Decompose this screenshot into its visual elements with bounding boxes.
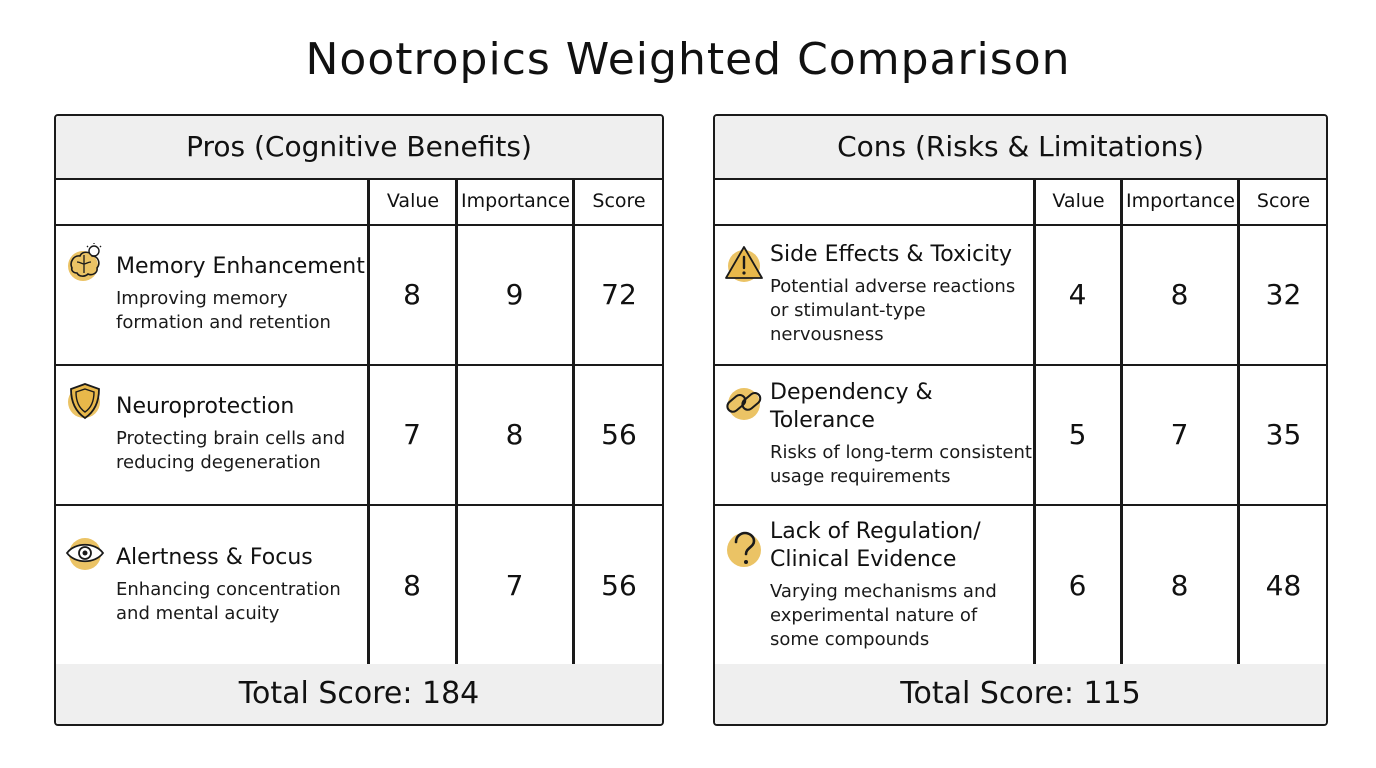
item-title: Side Effects & Toxicity — [770, 242, 1012, 267]
item-title: Alertness & Focus — [116, 545, 313, 570]
score-cell: 35 — [1265, 417, 1302, 451]
chain-link-icon — [726, 388, 762, 420]
pros-column-headers: Value Importance Score — [56, 178, 662, 226]
importance-cell: 8 — [1170, 277, 1189, 311]
pros-panel-header: Pros (Cognitive Benefits) — [56, 116, 662, 180]
table-row: Alertness & Focus Enhancing concentratio… — [56, 504, 662, 668]
importance-cell: 7 — [505, 568, 524, 602]
value-column-header: Value — [1052, 190, 1105, 212]
divider — [367, 178, 370, 666]
description-line: Protecting brain cells and — [116, 428, 346, 449]
description-line: Improving memory — [116, 288, 288, 309]
cons-panel: Cons (Risks & Limitations) Value Importa… — [713, 114, 1328, 726]
table-row: Neuroprotection Protecting brain cells a… — [56, 364, 662, 506]
pros-item: Neuroprotection Protecting brain cells a… — [56, 364, 367, 504]
item-description: Potential adverse reactions or stimulant… — [770, 275, 1033, 347]
eye-icon — [65, 538, 105, 570]
value-column-header: Value — [386, 190, 440, 212]
item-title: Lack of Regulation/ Clinical Evidence — [770, 518, 1033, 574]
page-title: Nootropics Weighted Comparison — [305, 34, 1071, 85]
item-title: Neuroprotection — [116, 394, 295, 419]
score-cell: 32 — [1265, 277, 1302, 311]
description-line: formation and retention — [116, 312, 331, 333]
cons-total-score: Total Score: 115 — [715, 664, 1326, 724]
item-description: Protecting brain cells and reducing dege… — [116, 427, 367, 475]
table-row: Memory Enhancement Improving memory form… — [56, 224, 662, 366]
pros-total-score: Total Score: 184 — [56, 664, 662, 724]
item-title: Memory Enhancement — [116, 254, 365, 279]
cons-item: Lack of Regulation/ Clinical Evidence Va… — [715, 504, 1033, 666]
title-line: Clinical Evidence — [770, 547, 957, 572]
item-description: Risks of long-term consistent usage requ… — [770, 441, 1033, 489]
question-mark-icon — [727, 531, 761, 567]
description-line: nervousness — [770, 324, 884, 345]
divider — [1237, 178, 1240, 666]
description-line: Enhancing concentration — [116, 579, 341, 600]
score-cell: 56 — [601, 568, 637, 602]
divider — [455, 178, 458, 666]
description-line: Varying mechanisms and — [770, 581, 997, 602]
score-cell: 72 — [601, 277, 637, 311]
pros-item: Memory Enhancement Improving memory form… — [56, 224, 367, 364]
value-cell: 6 — [1068, 568, 1087, 602]
table-row: Lack of Regulation/ Clinical Evidence Va… — [715, 504, 1326, 668]
shield-icon — [68, 383, 100, 420]
score-cell: 56 — [601, 417, 637, 451]
cons-item: Side Effects & Toxicity Potential advers… — [715, 224, 1033, 364]
importance-column-header: Importance — [1126, 190, 1235, 212]
description-line: or stimulant-type — [770, 300, 926, 321]
item-description: Enhancing concentration and mental acuit… — [116, 578, 367, 626]
score-cell: 48 — [1265, 568, 1302, 602]
title-line: Lack of Regulation/ — [770, 519, 981, 544]
description-line: and mental acuity — [116, 603, 280, 624]
divider — [1033, 178, 1036, 666]
importance-cell: 8 — [1170, 568, 1189, 602]
table-row: Side Effects & Toxicity Potential advers… — [715, 224, 1326, 366]
value-cell: 8 — [403, 277, 421, 311]
description-line: some compounds — [770, 629, 930, 650]
description-line: experimental nature of — [770, 605, 978, 626]
importance-cell: 9 — [505, 277, 524, 311]
pros-item: Alertness & Focus Enhancing concentratio… — [56, 504, 367, 666]
description-line: Risks of long-term consistent — [770, 442, 1032, 463]
warning-icon — [725, 246, 763, 282]
cons-column-headers: Value Importance Score — [715, 178, 1326, 226]
cons-panel-header: Cons (Risks & Limitations) — [715, 116, 1326, 180]
divider — [572, 178, 575, 666]
score-column-header: Score — [592, 190, 646, 212]
brain-lightbulb-icon — [68, 243, 102, 281]
value-cell: 8 — [403, 568, 421, 602]
item-description: Varying mechanisms and experimental natu… — [770, 580, 1033, 652]
cons-item: Dependency & Tolerance Risks of long-ter… — [715, 364, 1033, 504]
importance-cell: 7 — [1170, 417, 1189, 451]
importance-cell: 8 — [505, 417, 524, 451]
description-line: reducing degeneration — [116, 452, 321, 473]
divider — [1120, 178, 1123, 666]
description-line: Potential adverse reactions — [770, 276, 1016, 297]
pros-panel: Pros (Cognitive Benefits) Value Importan… — [54, 114, 664, 726]
item-title: Dependency & Tolerance — [770, 380, 933, 433]
value-cell: 7 — [403, 417, 421, 451]
value-cell: 4 — [1068, 277, 1087, 311]
item-description: Improving memory formation and retention — [116, 287, 367, 335]
value-cell: 5 — [1068, 417, 1087, 451]
description-line: usage requirements — [770, 466, 951, 487]
score-column-header: Score — [1256, 190, 1311, 212]
importance-column-header: Importance — [461, 190, 570, 212]
table-row: Dependency & Tolerance Risks of long-ter… — [715, 364, 1326, 506]
